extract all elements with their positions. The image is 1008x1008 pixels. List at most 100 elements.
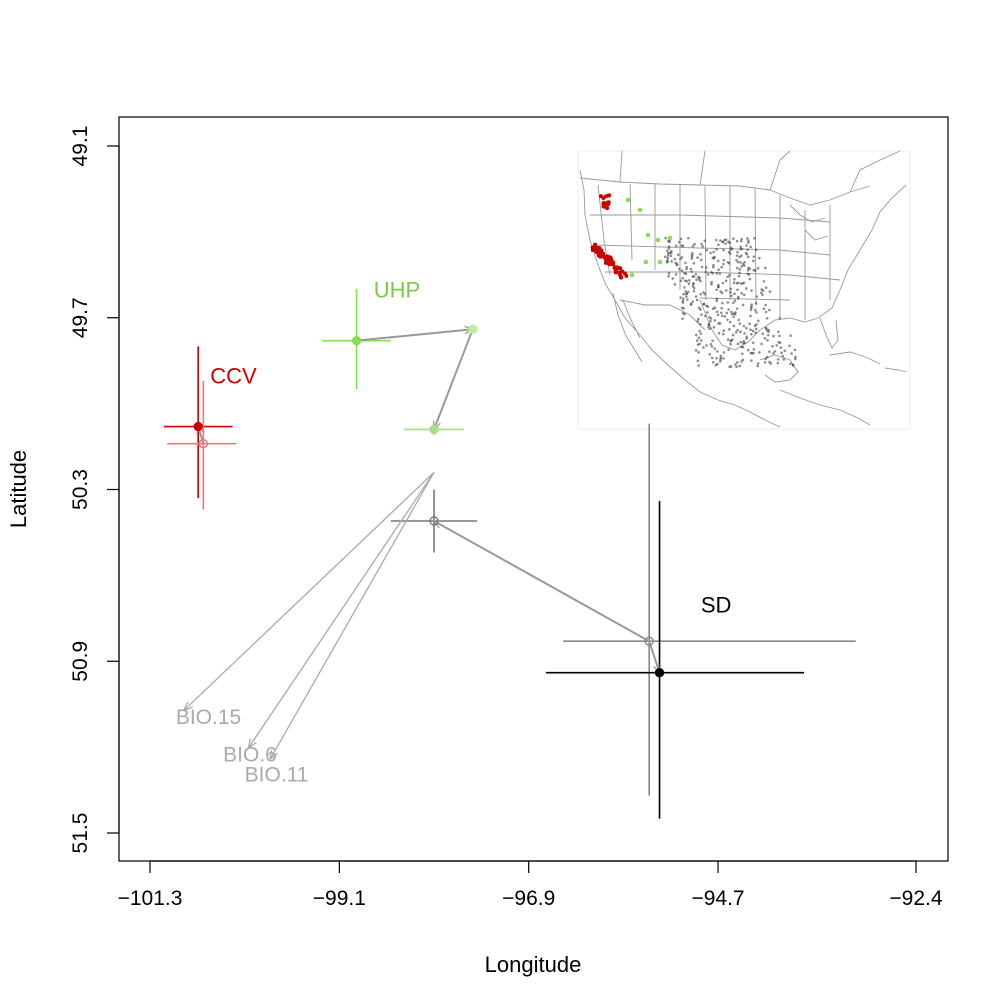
inset-dot	[691, 300, 695, 303]
inset-dot	[791, 363, 795, 367]
inset-dot	[756, 266, 760, 270]
inset-dot	[719, 311, 723, 315]
inset-dot	[743, 264, 746, 267]
inset-dot	[700, 242, 703, 246]
inset-dot	[749, 332, 753, 336]
inset-dot	[663, 255, 667, 259]
inset-dot	[778, 341, 782, 345]
inset-dot	[718, 272, 722, 275]
inset-dot	[706, 305, 710, 308]
inset-dot	[708, 353, 712, 356]
inset-dot	[789, 362, 792, 366]
inset-dot	[746, 348, 750, 352]
inset-dot	[603, 260, 608, 265]
inset-dot	[719, 358, 722, 361]
inset-dot	[695, 298, 699, 302]
inset-dot	[625, 197, 631, 203]
inset-dot	[689, 267, 693, 271]
inset-dot	[736, 260, 740, 264]
inset-dot	[692, 275, 696, 278]
inset-dot	[754, 308, 757, 312]
inset-dot	[768, 308, 771, 312]
inset-dot	[691, 244, 695, 248]
inset-dot	[741, 303, 745, 307]
inset-dot	[709, 342, 713, 346]
inset-dot	[711, 339, 714, 343]
inset-dot	[768, 360, 771, 364]
inset-dot	[726, 338, 730, 341]
inset-dot	[738, 267, 742, 271]
inset-dot	[720, 314, 724, 318]
inset-dot	[597, 245, 602, 250]
y-axis-label: Latitude	[6, 450, 31, 528]
inset-dot	[683, 271, 686, 275]
inset-dot	[750, 303, 753, 306]
inset-dot	[679, 237, 683, 241]
inset-dot	[753, 236, 756, 240]
inset-dot	[741, 358, 745, 362]
inset-dot	[754, 269, 757, 272]
inset-dot	[766, 338, 769, 342]
inset-dot	[783, 349, 787, 353]
inset-dot	[726, 301, 730, 304]
inset-dot	[696, 359, 700, 363]
inset-dot	[761, 293, 764, 297]
inset-dot	[740, 265, 743, 268]
inset-dot	[715, 297, 719, 301]
inset-dot	[716, 313, 720, 317]
inset-dot	[593, 242, 598, 247]
inset-dot	[746, 248, 749, 251]
inset-dot	[685, 267, 688, 271]
x-axis: −101.3 −99.1 −96.9 −94.7 −92.4	[118, 860, 943, 910]
inset-dot	[715, 238, 718, 242]
inset-dot	[643, 259, 649, 265]
inset-dot	[732, 315, 735, 319]
inset-dot	[603, 201, 608, 206]
inset-dot	[754, 331, 757, 335]
inset-dot	[739, 282, 743, 285]
inset-dot	[735, 365, 738, 369]
inset-dot	[691, 251, 694, 255]
inset-dot	[696, 256, 699, 259]
inset-dot	[670, 260, 673, 263]
y-axis: 49.1 49.7 50.3 50.9 51.5	[69, 126, 120, 853]
data-point	[429, 516, 439, 526]
inset-dot	[714, 363, 718, 367]
inset-dot	[766, 355, 769, 359]
inset-dot	[743, 341, 747, 345]
inset-dot	[711, 307, 715, 311]
inset-dot	[712, 263, 715, 267]
inset-dot	[762, 280, 766, 283]
inset-dot	[740, 247, 744, 251]
inset-dot	[726, 275, 730, 279]
inset-dot	[764, 327, 768, 330]
inset-dot	[740, 237, 743, 241]
inset-dot	[742, 293, 746, 297]
inset-dot	[674, 272, 678, 276]
inset-dot	[735, 307, 739, 310]
inset-dot	[682, 292, 686, 296]
inset-dot	[723, 238, 726, 242]
inset-dot	[740, 291, 743, 295]
inset-dot	[735, 254, 739, 257]
inset-dot	[790, 352, 793, 355]
inset-dot	[732, 281, 736, 285]
inset-dot	[606, 200, 611, 205]
inset-dot	[747, 273, 751, 276]
trajectory-arrow	[356, 329, 473, 342]
inset-dot	[712, 250, 715, 254]
inset-dot	[673, 283, 677, 286]
biplot-vector	[249, 471, 435, 747]
inset-dot	[775, 344, 779, 347]
inset-dot	[764, 266, 767, 270]
inset-dot	[722, 248, 725, 252]
inset-dot	[598, 194, 603, 199]
y-tick-label: 50.9	[69, 641, 92, 682]
inset-dot	[755, 295, 759, 298]
inset-dot	[727, 348, 731, 351]
inset-dot	[739, 261, 742, 264]
inset-dot	[761, 332, 765, 336]
inset-dot	[689, 303, 693, 306]
x-tick-label: −94.7	[691, 887, 744, 910]
inset-dot	[724, 242, 727, 245]
